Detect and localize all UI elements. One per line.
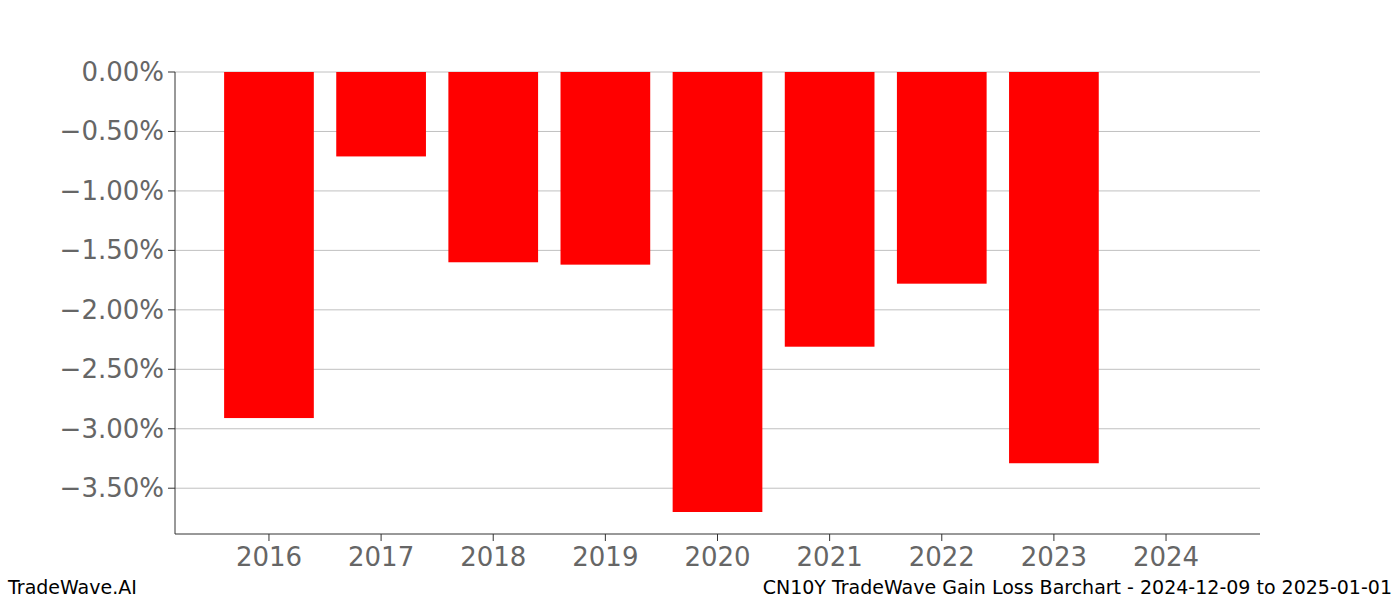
y-tick (168, 309, 175, 310)
x-tick (941, 534, 942, 541)
x-tick-label: 2019 (572, 542, 638, 572)
y-tick-label: −3.00% (60, 414, 164, 444)
bars (224, 72, 1099, 512)
y-tick (168, 190, 175, 191)
chart: 0.00% −0.50% −1.00% −1.50% −2.00% −2.50% −3.00… (0, 0, 1400, 600)
x-tick (268, 534, 269, 541)
bar (561, 72, 651, 265)
bar (785, 72, 875, 347)
y-tick (168, 72, 175, 73)
x-tick-label: 2023 (1021, 542, 1087, 572)
x-tick (605, 534, 606, 541)
y-axis (175, 72, 176, 534)
x-tick (493, 534, 494, 541)
x-tick (829, 534, 830, 541)
x-tick-label: 2017 (348, 542, 414, 572)
y-tick-label: −2.50% (60, 354, 164, 384)
y-tick-label: −3.50% (60, 473, 164, 503)
y-tick (168, 250, 175, 251)
bar (224, 72, 314, 418)
y-tick (168, 488, 175, 489)
bar (897, 72, 987, 284)
bar (1009, 72, 1099, 463)
bar (448, 72, 538, 262)
y-tick-label: −0.50% (60, 116, 164, 146)
x-tick-label: 2021 (797, 542, 863, 572)
title: CN10Y TradeWave Gain Loss Barchart - 202… (763, 576, 1392, 598)
x-tick (1166, 534, 1167, 541)
y-tick (168, 131, 175, 132)
x-tick-label: 2016 (236, 542, 302, 572)
x-tick-label: 2020 (684, 542, 750, 572)
bar (336, 72, 426, 156)
y-tick-label: −1.50% (60, 235, 164, 265)
x-tick-label: 2024 (1133, 542, 1199, 572)
x-tick (381, 534, 382, 541)
x-tick (1053, 534, 1054, 541)
x-tick-label: 2018 (460, 542, 526, 572)
source: TradeWave.AI (7, 576, 137, 598)
x-tick (717, 534, 718, 541)
y-tick-label: 0.00% (81, 57, 164, 87)
x-tick-label: 2022 (909, 542, 975, 572)
y-tick (168, 369, 175, 370)
y-tick-label: −1.00% (60, 176, 164, 206)
bar (673, 72, 763, 512)
y-tick-label: −2.00% (60, 295, 164, 325)
y-tick (168, 428, 175, 429)
